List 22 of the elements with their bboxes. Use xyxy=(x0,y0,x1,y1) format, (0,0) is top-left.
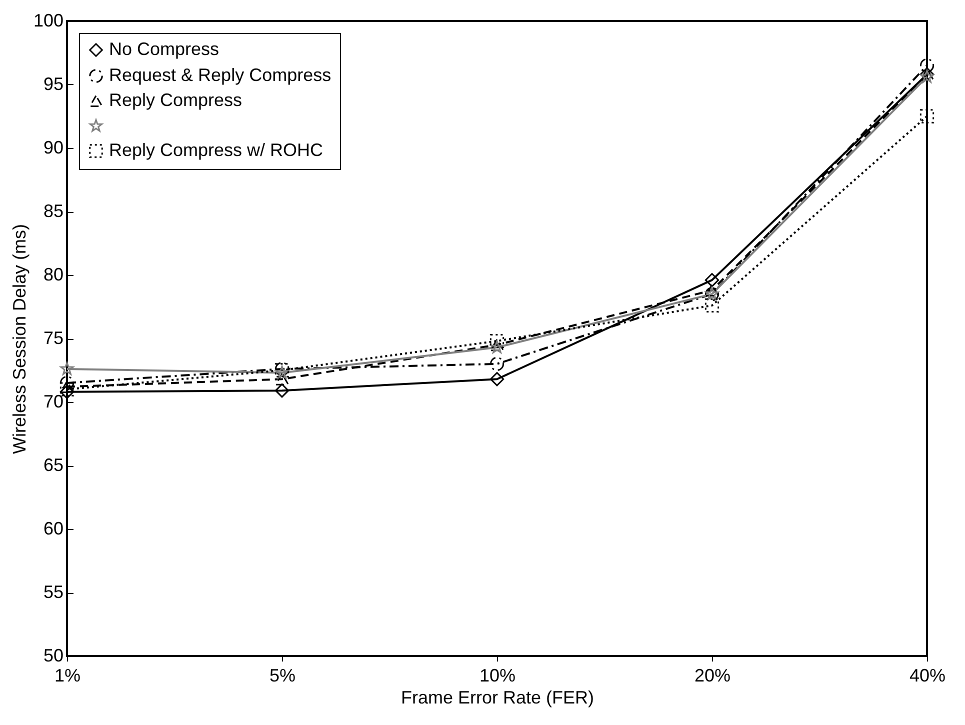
x-tick-label: 10% xyxy=(479,666,516,686)
x-axis-title: Frame Error Rate (FER) xyxy=(400,688,594,708)
y-tick-label: 70 xyxy=(43,392,64,412)
y-tick-label: 95 xyxy=(43,74,64,94)
x-tick-label: 20% xyxy=(694,666,731,686)
x-tick-label: 5% xyxy=(269,666,296,686)
y-tick-label: 80 xyxy=(43,264,64,284)
y-tick-label: 60 xyxy=(43,518,64,538)
y-tick-label: 85 xyxy=(43,201,64,221)
legend-label: Request & Reply Compress xyxy=(109,65,332,85)
y-tick-label: 100 xyxy=(33,10,64,30)
x-tick-label: 40% xyxy=(909,666,946,686)
x-tick-label: 1% xyxy=(54,666,81,686)
y-tick-label: 55 xyxy=(43,582,64,602)
legend-label: Reply Compress w/ ROHC xyxy=(109,140,324,160)
y-tick-label: 50 xyxy=(43,646,64,666)
y-tick-label: 65 xyxy=(43,455,64,475)
legend-label: No Compress xyxy=(109,39,220,59)
y-tick-label: 75 xyxy=(43,328,64,348)
legend-label: Reply Compress xyxy=(109,90,242,110)
y-axis-title: Wireless Session Delay (ms) xyxy=(9,224,30,454)
y-tick-label: 90 xyxy=(43,138,64,158)
